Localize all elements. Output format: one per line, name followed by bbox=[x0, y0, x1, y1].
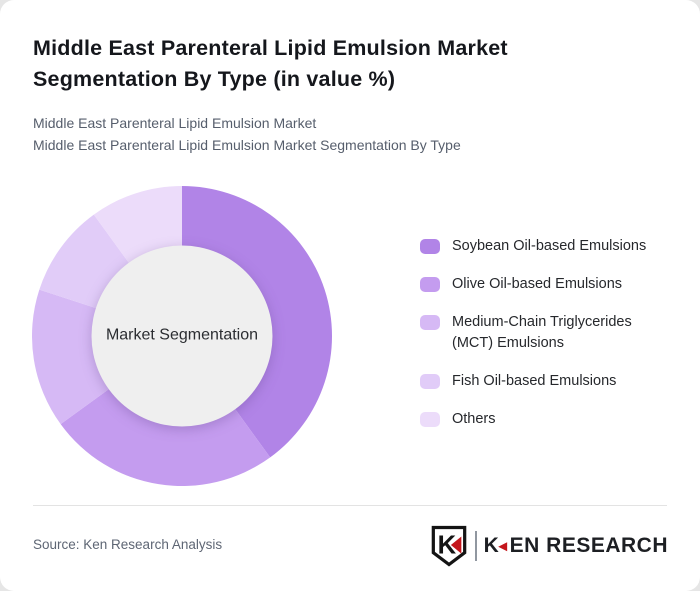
legend-label: Medium-Chain Triglycerides (MCT) Emulsio… bbox=[452, 314, 632, 351]
subtitle-line-2: Middle East Parenteral Lipid Emulsion Ma… bbox=[33, 137, 461, 153]
donut-svg bbox=[32, 186, 332, 486]
donut-segment-3[interactable] bbox=[39, 214, 130, 309]
legend-swatch-icon bbox=[420, 315, 440, 330]
legend-item-4[interactable]: Others bbox=[420, 409, 670, 430]
ken-research-shield-icon: K bbox=[431, 525, 466, 567]
donut-segment-4[interactable] bbox=[93, 186, 182, 264]
chart-subtitles: Middle East Parenteral Lipid Emulsion Ma… bbox=[33, 112, 461, 156]
emblem-red-triangle-icon bbox=[450, 536, 461, 554]
legend-item-2[interactable]: Medium-Chain Triglycerides (MCT) Emulsio… bbox=[420, 312, 670, 354]
wordmark-k: K bbox=[483, 534, 500, 557]
legend-label: Olive Oil-based Emulsions bbox=[452, 276, 623, 292]
source-note: Source: Ken Research Analysis bbox=[33, 537, 223, 552]
subtitle-line-1: Middle East Parenteral Lipid Emulsion Ma… bbox=[33, 115, 317, 131]
legend-label: Fish Oil-based Emulsions bbox=[452, 373, 617, 389]
legend-item-3[interactable]: Fish Oil-based Emulsions bbox=[420, 371, 670, 392]
donut-segment-2[interactable] bbox=[32, 289, 110, 425]
red-triangle-icon: ◄ bbox=[495, 538, 511, 555]
page-title: Middle East Parenteral Lipid Emulsion Ma… bbox=[33, 36, 508, 91]
legend-label: Soybean Oil-based Emulsions bbox=[452, 238, 647, 254]
donut-segment-1[interactable] bbox=[60, 388, 271, 486]
footer-divider bbox=[33, 505, 667, 506]
chart-legend: Soybean Oil-based Emulsions Olive Oil-bas… bbox=[420, 236, 670, 447]
legend-item-0[interactable]: Soybean Oil-based Emulsions bbox=[420, 236, 670, 257]
ken-research-wordmark: K◄EN RESEARCH bbox=[484, 534, 668, 558]
legend-swatch-icon bbox=[420, 412, 440, 427]
emblem-letter: K bbox=[437, 532, 456, 560]
legend-swatch-icon bbox=[420, 239, 440, 254]
logo-divider bbox=[474, 531, 477, 561]
legend-swatch-icon bbox=[420, 374, 440, 389]
donut-inner-circle bbox=[91, 245, 273, 427]
donut-chart: Market Segmentation bbox=[32, 186, 332, 486]
ken-research-logo: K K◄EN RESEARCH bbox=[430, 524, 668, 568]
legend-item-1[interactable]: Olive Oil-based Emulsions bbox=[420, 274, 670, 295]
wordmark-rest: EN RESEARCH bbox=[509, 534, 668, 557]
legend-label: Others bbox=[452, 411, 496, 427]
legend-swatch-icon bbox=[420, 277, 440, 292]
